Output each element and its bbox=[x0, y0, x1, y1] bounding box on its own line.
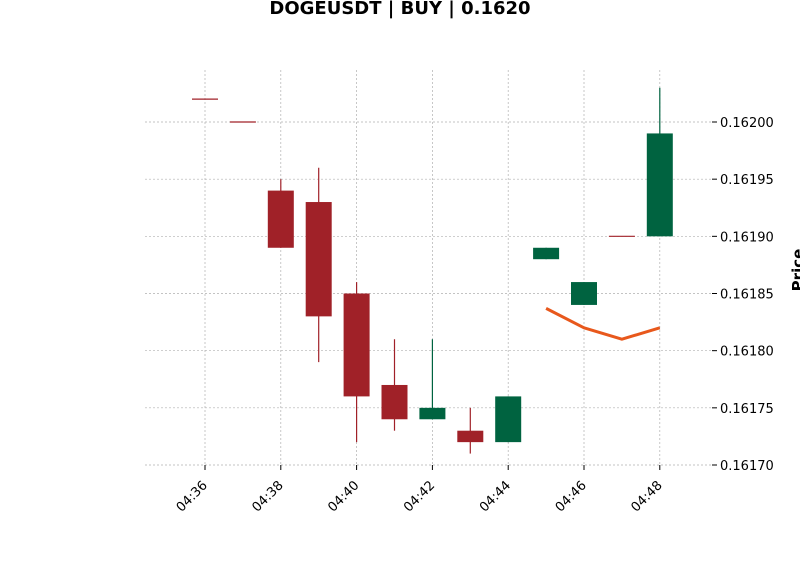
y-tick-label: 0.16180 bbox=[720, 345, 774, 360]
overlay-line bbox=[545, 307, 661, 341]
x-tick-label: 04:40 bbox=[325, 478, 362, 515]
grid-layer bbox=[145, 70, 712, 466]
y-tick-label: 0.16200 bbox=[720, 116, 774, 131]
y-axis-label: Price bbox=[789, 249, 800, 292]
x-tick-label: 04:38 bbox=[250, 478, 287, 515]
y-tick-label: 0.16170 bbox=[720, 459, 774, 474]
body-layer bbox=[192, 98, 673, 443]
x-tick-label: 04:42 bbox=[401, 478, 438, 515]
candle-body bbox=[533, 247, 560, 260]
x-tick-label: 04:46 bbox=[553, 478, 590, 515]
candle-body bbox=[343, 293, 370, 397]
candle-body bbox=[495, 396, 522, 443]
candle-body bbox=[571, 282, 597, 305]
candle-body bbox=[419, 407, 446, 420]
y-axis: 0.16170 0.16175 0.16180 0.16185 0.16190 0.161… bbox=[712, 116, 774, 474]
x-axis: 04:36 04:38 04:40 04:42 04:44 04:46 04:48 bbox=[174, 465, 666, 515]
wick-layer bbox=[280, 87, 661, 454]
y-tick-label: 0.16195 bbox=[720, 173, 774, 188]
line-layer bbox=[545, 307, 661, 341]
chart-title: DOGEUSDT | BUY | 0.1620 bbox=[269, 0, 531, 19]
y-tick-label: 0.16185 bbox=[720, 288, 774, 303]
candle-body bbox=[457, 430, 484, 443]
candle-body bbox=[305, 202, 332, 317]
x-tick-label: 04:48 bbox=[629, 478, 666, 515]
x-tick-label: 04:36 bbox=[174, 478, 211, 515]
candle-body bbox=[381, 384, 408, 420]
x-tick-label: 04:44 bbox=[477, 478, 514, 515]
candle-body bbox=[646, 133, 673, 237]
y-tick-label: 0.16190 bbox=[720, 230, 774, 245]
candle-body bbox=[267, 190, 294, 248]
y-tick-label: 0.16175 bbox=[720, 402, 774, 417]
